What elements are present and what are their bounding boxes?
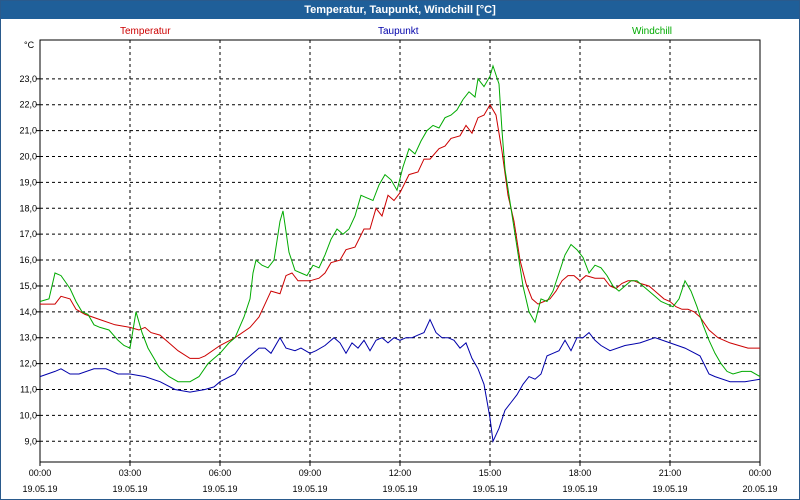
y-tick-label: 12,0 [19, 359, 37, 369]
x-tick-date-label: 19.05.19 [562, 484, 597, 494]
series-group [39, 64, 761, 444]
x-tick-time-label: 12:00 [389, 468, 412, 478]
x-tick-date-label: 19.05.19 [472, 484, 507, 494]
x-tick-time-label: 15:00 [479, 468, 502, 478]
y-tick-label: 17,0 [19, 229, 37, 239]
y-tick-label: 10,0 [19, 410, 37, 420]
x-tick-date-label: 19.05.19 [652, 484, 687, 494]
grid [40, 40, 760, 462]
x-tick-date-label: 19.05.19 [112, 484, 147, 494]
x-tick-time-label: 06:00 [209, 468, 232, 478]
y-tick-label: 16,0 [19, 255, 37, 265]
y-tick-label: 13,0 [19, 333, 37, 343]
x-tick-date-label: 19.05.19 [22, 484, 57, 494]
y-tick-label: 15,0 [19, 281, 37, 291]
y-tick-label: 21,0 [19, 126, 37, 136]
x-tick-time-label: 00:00 [29, 468, 52, 478]
y-tick-label: 11,0 [20, 385, 37, 395]
y-axis: 9,0 10,0 11,0 12,0 13,0 14,0 15,0 16,0 17,0 18,0 1… [19, 74, 40, 446]
y-tick-label: 9,0 [24, 436, 37, 446]
y-tick-label: 18,0 [19, 203, 37, 213]
x-tick-time-label: 00:00 [749, 468, 772, 478]
y-tick-label: 22,0 [19, 100, 37, 110]
y-tick-label: 14,0 [19, 307, 37, 317]
y-tick-label: 20,0 [19, 152, 37, 162]
series-line-taupunkt [39, 318, 761, 444]
x-tick-date-label: 20.05.19 [742, 484, 777, 494]
x-tick-time-label: 09:00 [299, 468, 322, 478]
window-title: Temperatur, Taupunkt, Windchill [°C] [1, 1, 799, 19]
legend-temperatur: Temperatur [120, 26, 171, 37]
y-tick-label: 23,0 [19, 74, 37, 84]
x-tick-date-label: 19.05.19 [382, 484, 417, 494]
series-line-windchill [39, 64, 761, 383]
series-line-temperatur [40, 103, 760, 359]
x-axis: 00:00 19.05.19 03:00 19.05.19 06:00 19.05.19 0… [22, 462, 778, 494]
legend-windchill: Windchill [632, 26, 672, 37]
x-tick-time-label: 03:00 [119, 468, 142, 478]
x-tick-time-label: 21:00 [659, 468, 682, 478]
x-tick-time-label: 18:00 [569, 468, 592, 478]
legend-taupunkt: Taupunkt [378, 26, 419, 37]
x-tick-date-label: 19.05.19 [292, 484, 327, 494]
y-tick-label: 19,0 [19, 177, 37, 187]
y-axis-unit-label: °C [24, 40, 35, 50]
x-tick-date-label: 19.05.19 [202, 484, 237, 494]
